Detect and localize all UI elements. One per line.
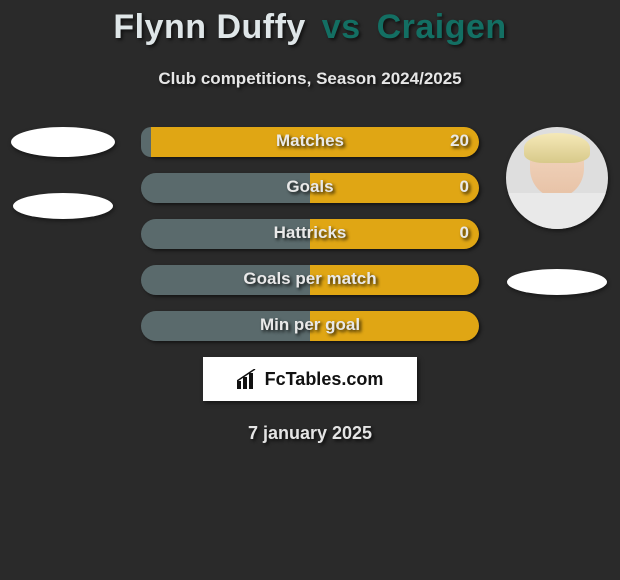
stat-bar-player2 <box>151 127 479 157</box>
stat-bar-player1 <box>141 219 310 249</box>
logo-text: FcTables.com <box>265 369 384 390</box>
stat-row-goals-per-match: Goals per match <box>141 265 479 295</box>
player2-name: Craigen <box>377 8 507 46</box>
player2-avatar <box>506 127 608 229</box>
stat-bar-player1 <box>141 173 310 203</box>
stat-value-player2: 20 <box>450 131 469 151</box>
stat-row-hattricks: Hattricks0 <box>141 219 479 249</box>
stat-row-min-per-goal: Min per goal <box>141 311 479 341</box>
vs-label: vs <box>322 8 361 46</box>
stat-bar-player1 <box>141 127 151 157</box>
player2-column <box>502 127 612 295</box>
stat-bar-player2 <box>310 265 479 295</box>
stat-value-player2: 0 <box>460 223 469 243</box>
subtitle: Club competitions, Season 2024/2025 <box>0 69 620 89</box>
player1-column <box>8 127 118 219</box>
player1-name: Flynn Duffy <box>113 8 305 46</box>
comparison-content: Matches20 Goals0 Hattricks0 Goals per match… <box>0 127 620 444</box>
player1-name-chip <box>13 193 113 219</box>
player2-name-chip <box>507 269 607 295</box>
generation-date: 7 january 2025 <box>0 423 620 444</box>
stat-bar-player2 <box>310 311 479 341</box>
stat-value-player2: 0 <box>460 177 469 197</box>
comparison-bars: Matches20 Goals0 Hattricks0 Goals per match… <box>141 127 479 341</box>
stat-row-matches: Matches20 <box>141 127 479 157</box>
stat-bar-player2 <box>310 173 479 203</box>
stat-row-goals: Goals0 <box>141 173 479 203</box>
stat-bar-player2 <box>310 219 479 249</box>
comparison-title: Flynn Duffy vs Craigen <box>0 0 620 47</box>
player1-avatar-placeholder-ellipse <box>11 127 115 157</box>
stat-bar-player1 <box>141 311 310 341</box>
stat-bar-player1 <box>141 265 310 295</box>
bars-icon <box>237 369 259 389</box>
fctables-logo: FcTables.com <box>203 357 417 401</box>
